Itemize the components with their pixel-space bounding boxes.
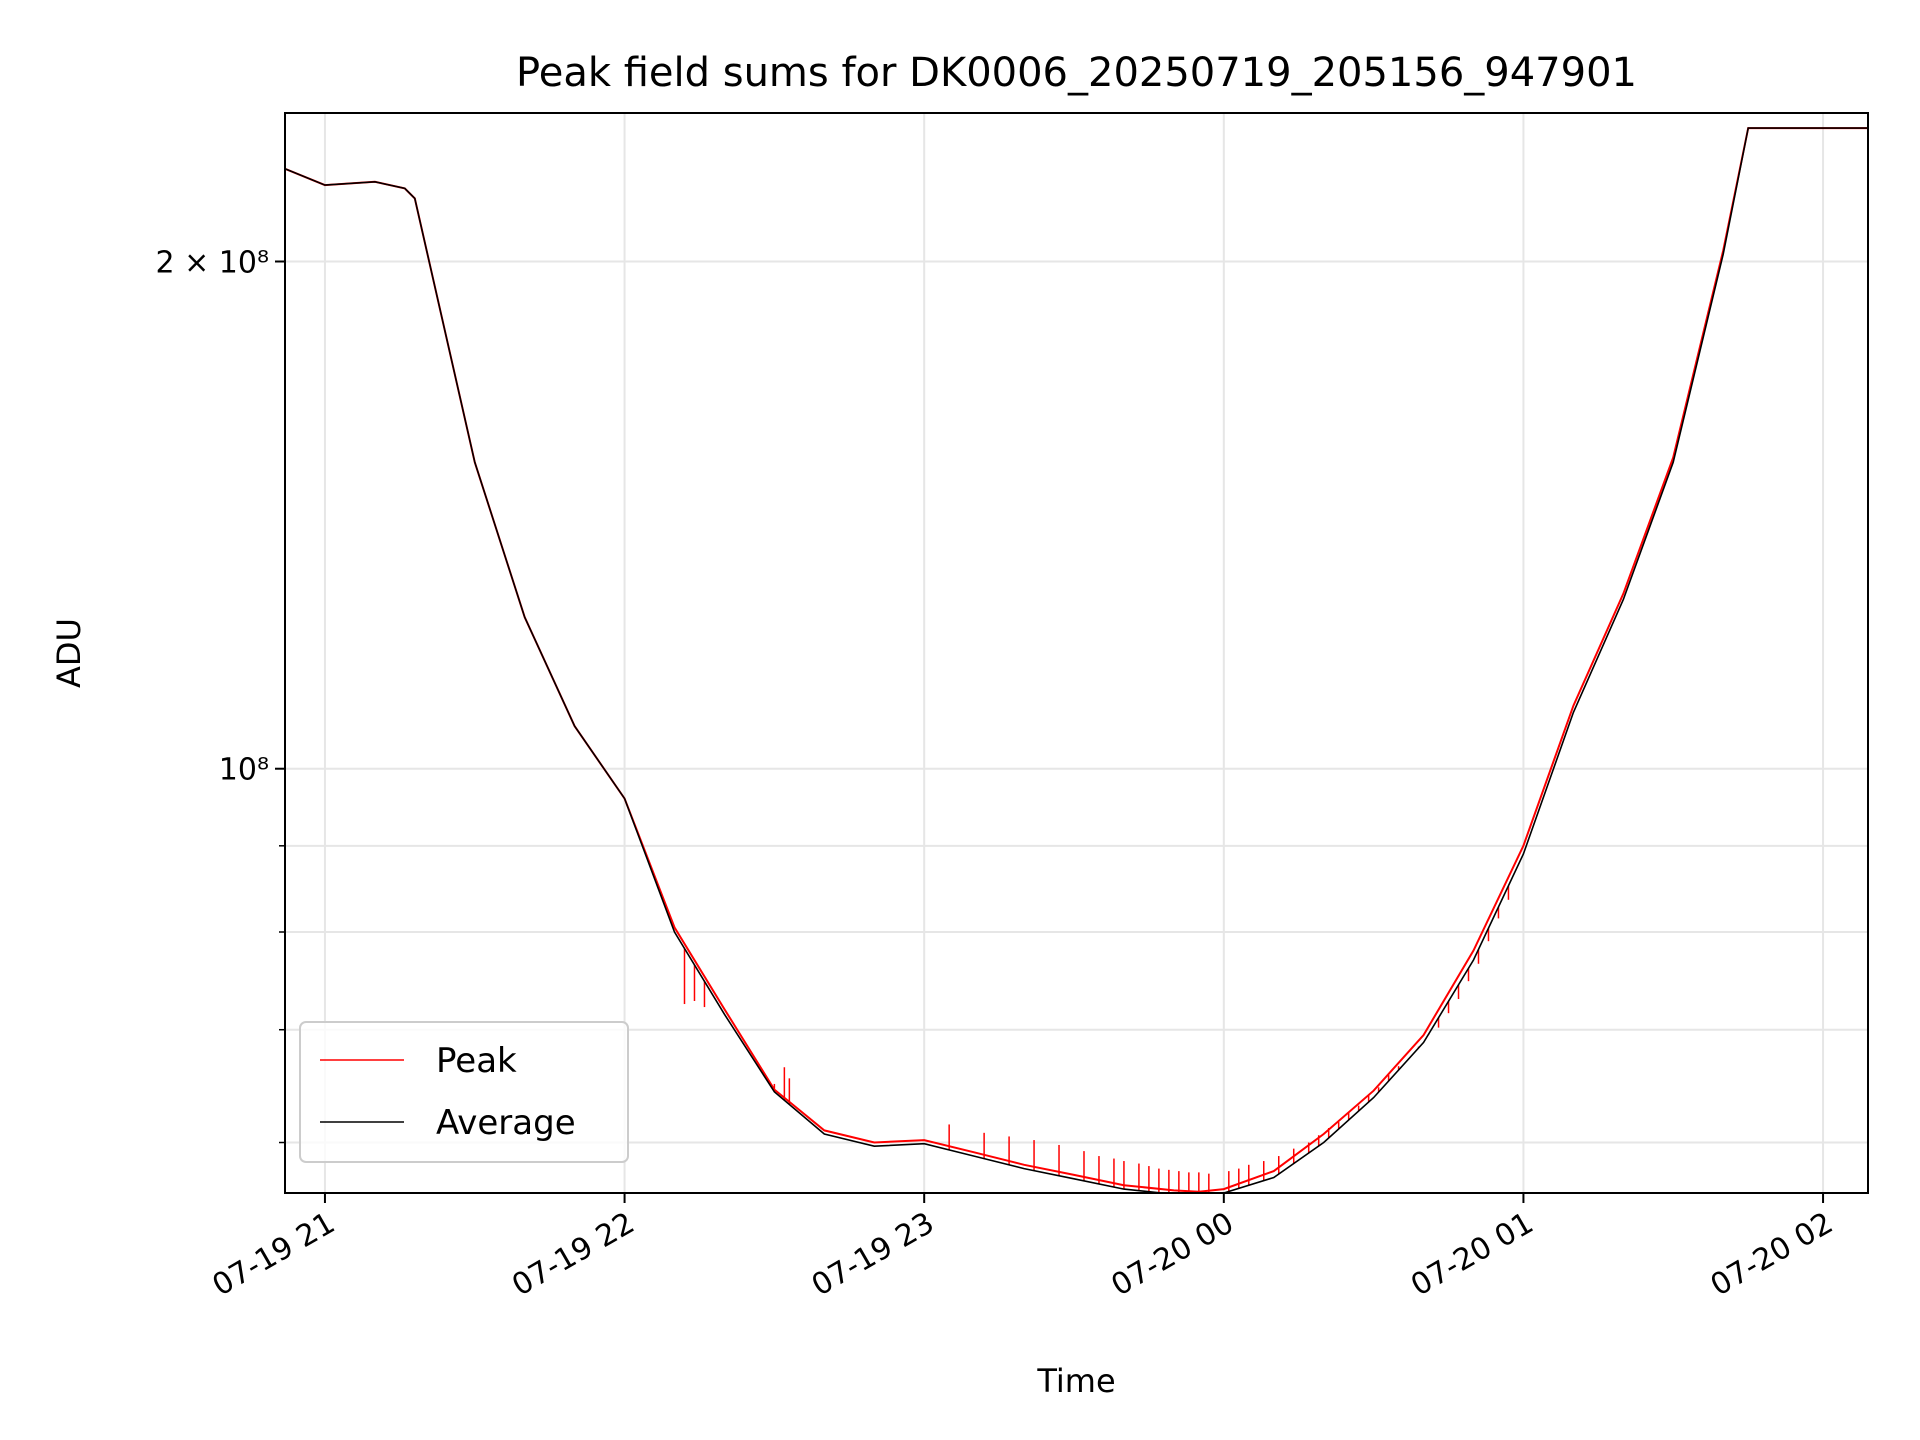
grid [285, 113, 1868, 1193]
legend-box [299, 1021, 629, 1163]
plot-series [285, 127, 1868, 1193]
legend-label-average: Average [436, 1103, 576, 1143]
y-axis-label: ADU [50, 618, 88, 688]
legend: Peak Average [299, 1021, 629, 1163]
series-line-average [285, 127, 1868, 1193]
x-axis-label: Time [1036, 1362, 1115, 1400]
y-tick-label: 10⁸ [219, 753, 269, 788]
legend-label-peak: Peak [436, 1041, 517, 1081]
y-tick-label: 2 × 10⁸ [156, 246, 270, 281]
chart-title: Peak field sums for DK0006_20250719_2051… [516, 50, 1637, 96]
plot-frame [284, 112, 1869, 1194]
